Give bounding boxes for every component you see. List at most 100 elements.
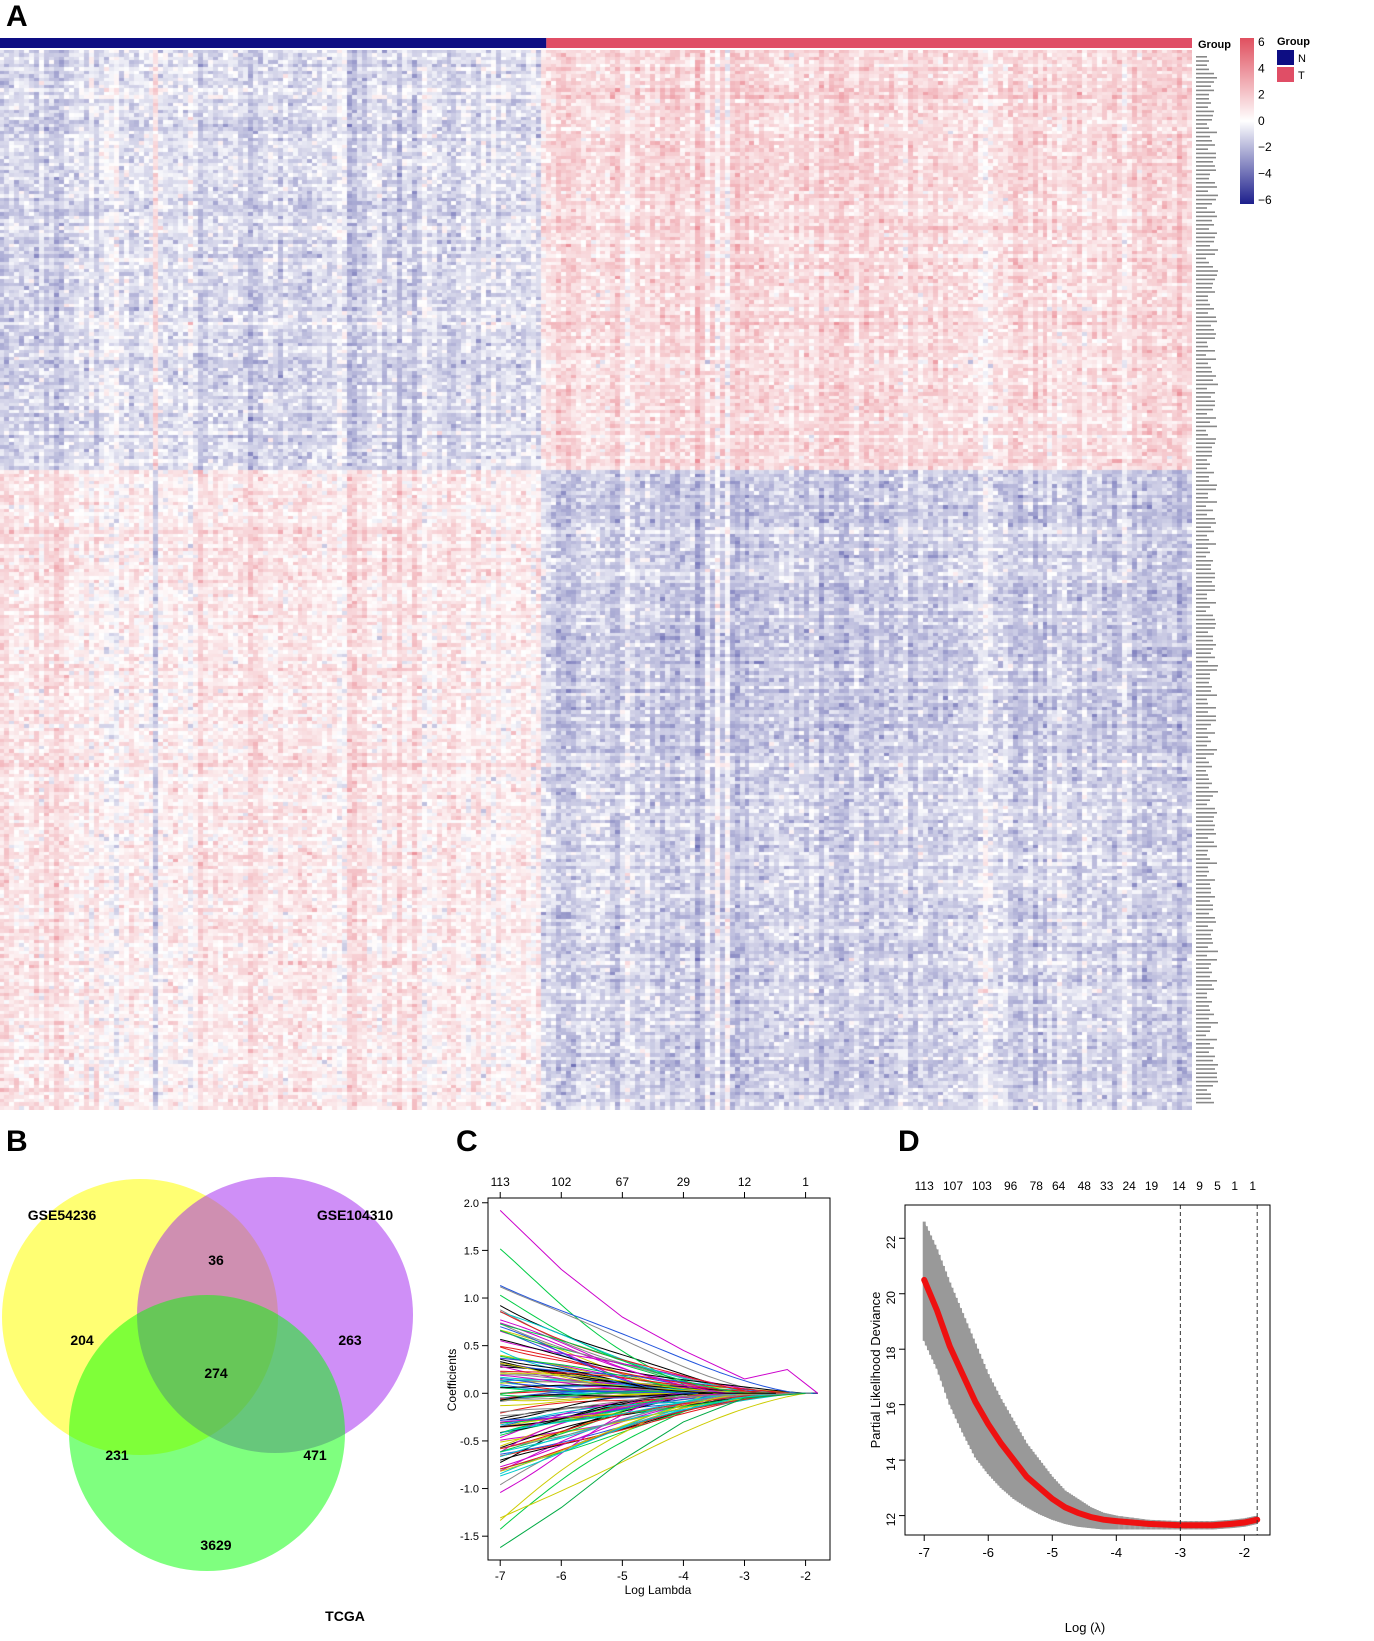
gene-label-mark: [1196, 820, 1213, 822]
legend-swatch-n: [1277, 50, 1294, 65]
gene-label-mark: [1196, 870, 1209, 873]
gene-label-mark: [1196, 497, 1208, 499]
venn-set-label-gse104310: GSE104310: [317, 1207, 393, 1223]
gene-label-mark: [1196, 513, 1207, 516]
gene-label-mark: [1196, 375, 1216, 377]
gene-label-mark: [1196, 228, 1209, 230]
gene-label-mark: [1196, 807, 1215, 810]
gene-label-mark: [1196, 623, 1216, 625]
coefficient-path: [500, 1392, 768, 1472]
gene-label-mark: [1196, 190, 1208, 192]
gene-label-mark: [1196, 476, 1209, 478]
gene-label-mark: [1196, 337, 1215, 339]
gene-label-mark: [1196, 148, 1208, 150]
y-tick-label-d: 20: [884, 1291, 898, 1305]
gene-label-mark: [1196, 379, 1213, 381]
gene-label-mark: [1196, 266, 1213, 268]
gene-label-mark: [1196, 522, 1216, 524]
top-tick-label-c: 1: [802, 1175, 809, 1189]
legend-label-n: N: [1298, 53, 1306, 65]
gene-label-mark: [1196, 253, 1215, 255]
gene-label-mark: [1196, 421, 1210, 423]
gene-label-mark: [1196, 845, 1217, 848]
gene-label-mark: [1196, 837, 1208, 839]
gene-label-mark: [1196, 530, 1214, 533]
y-tick-label-d: 14: [884, 1457, 898, 1471]
gene-label-mark: [1196, 602, 1216, 604]
x-tick-label-d: -6: [982, 1545, 994, 1560]
gene-label-mark: [1196, 543, 1216, 545]
coefficient-path: [500, 1392, 812, 1417]
y-tick-label-d: 18: [884, 1346, 898, 1360]
gene-label-mark: [1196, 173, 1210, 176]
gene-label-mark: [1196, 744, 1207, 747]
top-tick-label-d: 78: [1030, 1179, 1044, 1193]
gene-label-mark: [1196, 450, 1212, 453]
gene-label-mark: [1196, 778, 1209, 780]
gene-label-mark: [1196, 308, 1214, 310]
gene-label-mark: [1196, 274, 1217, 276]
colorbar: [1240, 38, 1254, 204]
gene-label-mark: [1196, 673, 1210, 675]
gene-label-mark: [1196, 144, 1215, 146]
coefficient-path-top: [499, 1210, 819, 1394]
gene-label-mark: [1196, 555, 1206, 558]
panel-letter-c: C: [456, 1125, 478, 1158]
gene-label-mark: [1196, 106, 1208, 108]
gene-label-mark: [1196, 98, 1209, 100]
gene-label-mark: [1196, 492, 1208, 495]
colorbar-tick-label: 6: [1258, 35, 1265, 49]
legend-label-t: T: [1298, 70, 1305, 82]
coefficient-path: [500, 1392, 714, 1401]
gene-label-mark: [1196, 908, 1213, 911]
deviance-curve: [921, 1276, 1261, 1529]
gene-label-mark: [1196, 774, 1208, 776]
gene-label-mark: [1196, 971, 1212, 974]
deviance-band: [924, 1221, 1258, 1530]
gene-label-mark: [1196, 1030, 1210, 1032]
gene-label-mark: [1196, 572, 1215, 575]
x-tick-label-d: -4: [1111, 1545, 1123, 1560]
group-bar-t: [546, 38, 1192, 48]
panel-letter-b: B: [6, 1125, 28, 1158]
gene-label-mark: [1196, 711, 1208, 713]
y-axis-label-c: Coefficients: [445, 1349, 459, 1411]
gene-label-mark: [1196, 345, 1208, 348]
gene-label-mark: [1196, 593, 1207, 596]
gene-label-mark: [1196, 1097, 1211, 1100]
gene-label-mark: [1196, 912, 1209, 915]
coefficient-path: [499, 1311, 781, 1394]
top-tick-label-c: 113: [491, 1175, 510, 1189]
top-tick-label-d: 96: [1004, 1179, 1018, 1193]
gene-label-mark: [1196, 1051, 1209, 1053]
gene-label-mark: [1196, 211, 1215, 213]
venn-set-label-tcga: TCGA: [325, 1608, 365, 1624]
gene-label-mark: [1196, 728, 1207, 730]
gene-label-mark: [1196, 719, 1216, 722]
gene-label-mark: [1196, 303, 1210, 306]
gene-label-mark: [1196, 467, 1207, 470]
y-tick-label-c: 1.0: [464, 1293, 479, 1305]
gene-label-mark: [1196, 1038, 1217, 1041]
gene-label-mark: [1196, 429, 1206, 432]
gene-label-mark: [1196, 917, 1215, 919]
coefficient-path: [500, 1392, 790, 1450]
coefficient-path: [500, 1323, 769, 1394]
gene-label-mark: [1196, 824, 1215, 827]
colorbar-tick-label: −4: [1258, 167, 1272, 181]
gene-label-mark: [1196, 152, 1216, 155]
y-tick-label-c: -1.0: [460, 1484, 479, 1496]
gene-label-mark: [1196, 702, 1208, 705]
y-tick-label-c: 2.0: [464, 1198, 479, 1210]
gene-label-mark: [1196, 669, 1217, 671]
gene-label-mark: [1196, 938, 1212, 940]
gene-label-mark: [1196, 480, 1209, 482]
gene-label-mark: [1196, 564, 1211, 566]
gene-label-mark: [1196, 639, 1213, 642]
gene-label-mark: [1196, 102, 1211, 104]
gene-label-mark: [1196, 93, 1209, 96]
top-tick-label-c: 102: [551, 1175, 571, 1189]
gene-label-mark: [1196, 488, 1216, 491]
gene-label-mark: [1196, 207, 1207, 209]
gene-label-mark: [1196, 1101, 1214, 1104]
